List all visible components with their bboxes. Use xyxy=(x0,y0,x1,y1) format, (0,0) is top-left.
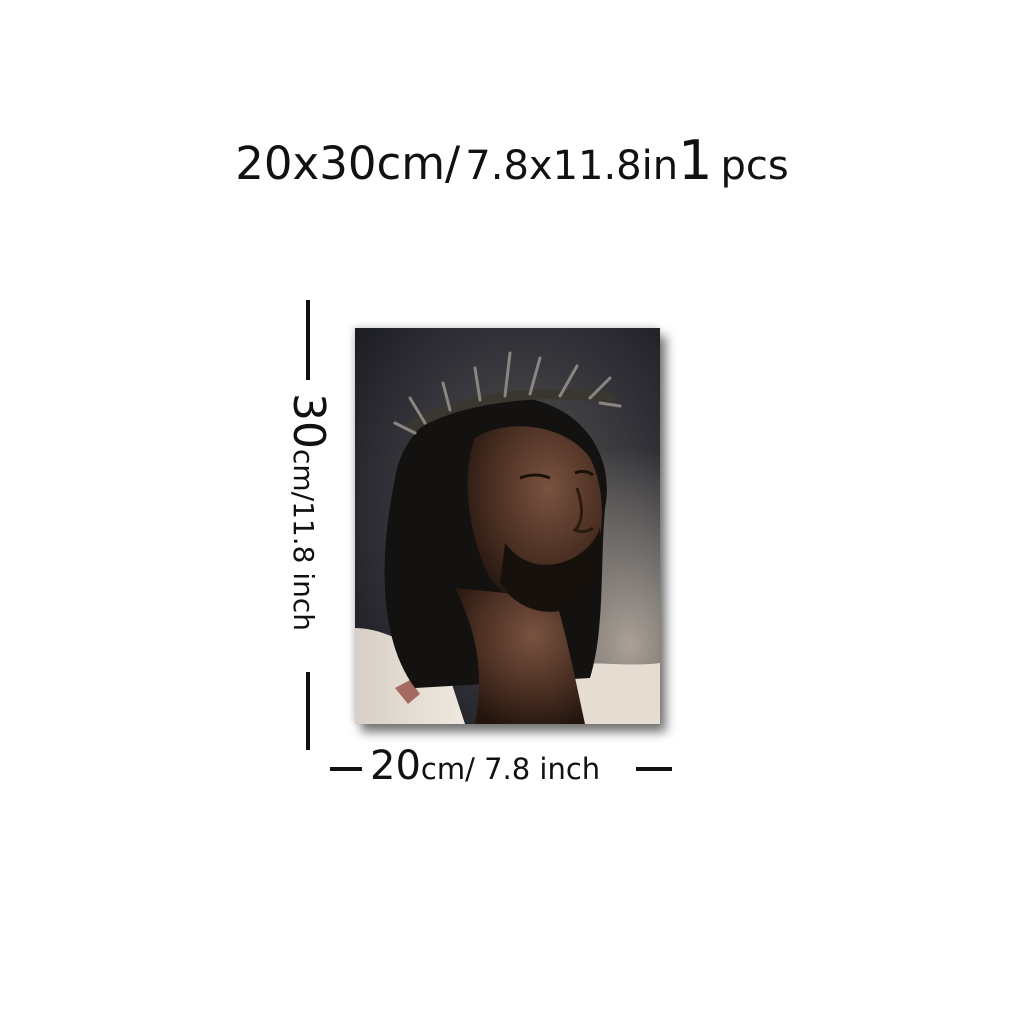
unit-text: pcs xyxy=(720,143,789,189)
size-title: 20x30cm/ 7.8x11.8in1 pcs xyxy=(0,134,1024,188)
height-unit: cm/11.8 inch xyxy=(287,449,320,632)
width-dimension-line-left xyxy=(330,767,362,771)
size-cm-text: 20x30cm/ xyxy=(235,137,461,190)
width-value: 20 xyxy=(370,743,421,789)
height-dimension-label: 30cm/11.8 inch xyxy=(283,393,334,653)
height-dimension-line-bottom xyxy=(306,672,310,750)
width-unit: cm/ 7.8 inch xyxy=(420,752,601,786)
width-dimension-line-right xyxy=(636,767,672,771)
portrait-painting-image xyxy=(355,328,660,724)
height-dimension-line-top xyxy=(306,300,310,380)
size-in-text: 7.8x11.8in xyxy=(465,143,679,189)
width-dimension-label: 20cm/ 7.8 inch xyxy=(370,746,600,786)
canvas-painting xyxy=(355,328,660,724)
height-value: 30 xyxy=(283,393,334,449)
quantity-text: 1 xyxy=(678,129,713,192)
